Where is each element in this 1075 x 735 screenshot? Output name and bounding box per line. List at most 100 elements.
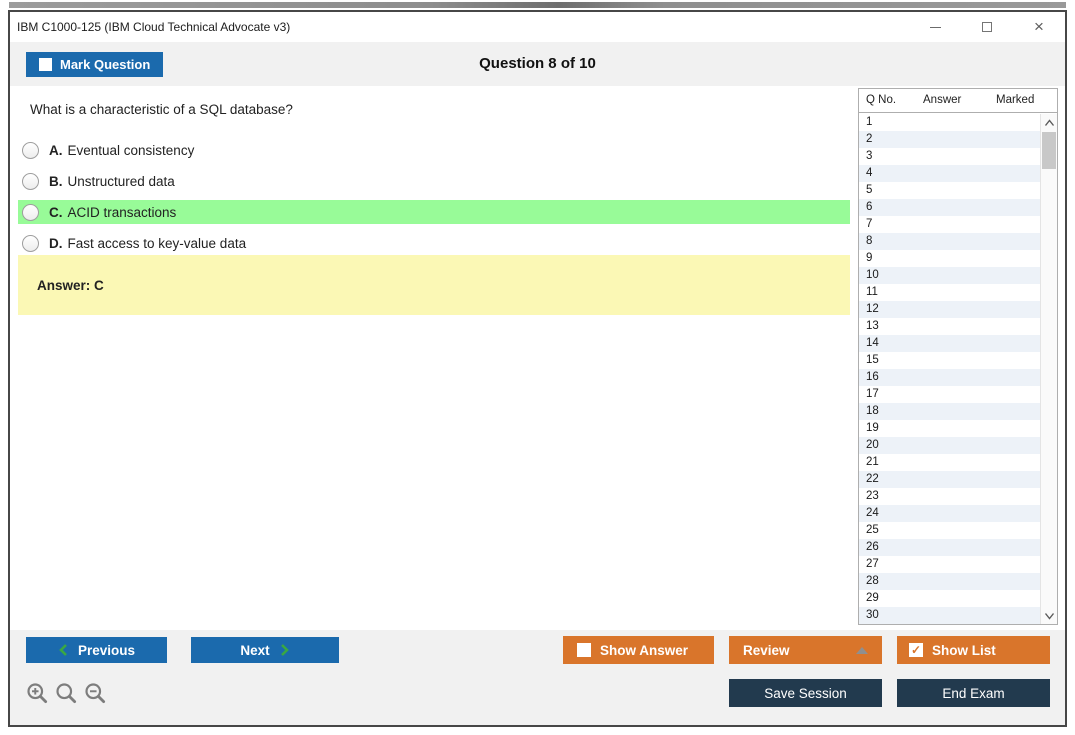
question-list-row-11[interactable]: 11 — [859, 284, 1040, 301]
close-button[interactable]: × — [1013, 12, 1065, 42]
question-list-row-19[interactable]: 19 — [859, 420, 1040, 437]
question-number: 20 — [866, 439, 879, 451]
checkmark-icon: ✓ — [910, 643, 922, 657]
question-list-row-27[interactable]: 27 — [859, 556, 1040, 573]
scroll-up-button[interactable] — [1041, 114, 1057, 131]
question-number: 18 — [866, 405, 879, 417]
show-list-checkbox[interactable]: ✓ — [909, 643, 923, 657]
option-d[interactable]: D. Fast access to key-value data — [18, 231, 850, 255]
question-number: 22 — [866, 473, 879, 485]
question-list-row-10[interactable]: 10 — [859, 267, 1040, 284]
radio-button[interactable] — [22, 203, 39, 221]
question-list-row-13[interactable]: 13 — [859, 318, 1040, 335]
mark-question-button[interactable]: Mark Question — [26, 52, 164, 77]
option-b[interactable]: B. Unstructured data — [18, 169, 850, 193]
question-number: 3 — [866, 150, 873, 162]
question-list-row-2[interactable]: 2 — [859, 131, 1040, 148]
question-list-header: Q No. Answer Marked — [859, 89, 1057, 113]
question-list-row-26[interactable]: 26 — [859, 539, 1040, 556]
scroll-down-button[interactable] — [1041, 607, 1057, 624]
zoom-reset-icon[interactable] — [55, 682, 79, 706]
option-letter: B. — [49, 173, 63, 189]
question-list-row-9[interactable]: 9 — [859, 250, 1040, 267]
zoom-toolbar — [26, 682, 108, 706]
show-list-button[interactable]: ✓ Show List — [897, 636, 1050, 664]
question-list-row-28[interactable]: 28 — [859, 573, 1040, 590]
minimize-button[interactable] — [909, 12, 961, 42]
question-list-row-14[interactable]: 14 — [859, 335, 1040, 352]
review-button[interactable]: Review — [729, 636, 882, 664]
question-list-row-30[interactable]: 30 — [859, 607, 1040, 624]
question-number: 26 — [866, 541, 879, 553]
chevron-up-icon — [1044, 118, 1054, 126]
window-controls: × — [909, 12, 1065, 42]
show-list-label: Show List — [932, 642, 996, 658]
title-bar: IBM C1000-125 (IBM Cloud Technical Advoc… — [10, 12, 1065, 42]
question-list-row-20[interactable]: 20 — [859, 437, 1040, 454]
question-number: 23 — [866, 490, 879, 502]
review-label: Review — [743, 642, 790, 658]
question-list-row-16[interactable]: 16 — [859, 369, 1040, 386]
radio-button[interactable] — [22, 234, 39, 252]
question-number: 13 — [866, 320, 879, 332]
show-answer-button[interactable]: ✓ Show Answer — [563, 636, 714, 664]
save-session-button[interactable]: Save Session — [729, 679, 882, 707]
question-list-scrollbar[interactable] — [1040, 114, 1057, 624]
zoom-in-icon[interactable] — [26, 682, 50, 706]
triangle-up-icon — [856, 647, 868, 654]
question-number: 17 — [866, 388, 879, 400]
question-text: What is a characteristic of a SQL databa… — [30, 102, 293, 117]
question-number: 24 — [866, 507, 879, 519]
question-number: 7 — [866, 218, 873, 230]
question-list-row-23[interactable]: 23 — [859, 488, 1040, 505]
options-list: A. Eventual consistency B. Unstructured dat… — [18, 138, 850, 262]
option-c[interactable]: C. ACID transactions — [18, 200, 850, 224]
save-session-label: Save Session — [764, 685, 847, 701]
question-number: 5 — [866, 184, 873, 196]
option-letter: A. — [49, 142, 63, 158]
question-number: 29 — [866, 592, 879, 604]
scrollbar-thumb[interactable] — [1042, 132, 1056, 169]
question-number: 12 — [866, 303, 879, 315]
question-list-row-24[interactable]: 24 — [859, 505, 1040, 522]
end-exam-button[interactable]: End Exam — [897, 679, 1050, 707]
question-list-row-22[interactable]: 22 — [859, 471, 1040, 488]
question-list-row-21[interactable]: 21 — [859, 454, 1040, 471]
maximize-icon — [982, 22, 992, 32]
mark-question-checkbox[interactable] — [39, 58, 52, 71]
next-button[interactable]: Next — [191, 637, 339, 663]
show-answer-checkbox[interactable]: ✓ — [577, 643, 591, 657]
maximize-button[interactable] — [961, 12, 1013, 42]
question-number: 16 — [866, 371, 879, 383]
question-list-row-12[interactable]: 12 — [859, 301, 1040, 318]
question-list-row-1[interactable]: 1 — [859, 114, 1040, 131]
question-number: 9 — [866, 252, 873, 264]
zoom-out-icon[interactable] — [84, 682, 108, 706]
question-list-row-6[interactable]: 6 — [859, 199, 1040, 216]
question-number: 25 — [866, 524, 879, 536]
show-answer-label: Show Answer — [600, 642, 689, 658]
question-list-row-25[interactable]: 25 — [859, 522, 1040, 539]
question-list-row-29[interactable]: 29 — [859, 590, 1040, 607]
close-icon: × — [1034, 16, 1044, 36]
next-label: Next — [240, 642, 270, 658]
radio-button[interactable] — [22, 172, 39, 190]
chevron-left-icon — [59, 644, 67, 656]
question-list-row-7[interactable]: 7 — [859, 216, 1040, 233]
question-list-row-15[interactable]: 15 — [859, 352, 1040, 369]
column-header-answer: Answer — [923, 94, 962, 106]
option-a[interactable]: A. Eventual consistency — [18, 138, 850, 162]
question-list-row-4[interactable]: 4 — [859, 165, 1040, 182]
answer-label: Answer: C — [37, 277, 104, 293]
question-number: 30 — [866, 609, 879, 621]
previous-label: Previous — [77, 642, 136, 658]
question-list-row-3[interactable]: 3 — [859, 148, 1040, 165]
question-list-row-17[interactable]: 17 — [859, 386, 1040, 403]
radio-button[interactable] — [22, 141, 39, 159]
question-list-row-8[interactable]: 8 — [859, 233, 1040, 250]
question-list-row-5[interactable]: 5 — [859, 182, 1040, 199]
chevron-down-icon — [1044, 612, 1054, 620]
previous-button[interactable]: Previous — [26, 637, 167, 663]
question-list-row-18[interactable]: 18 — [859, 403, 1040, 420]
chevron-right-icon — [280, 644, 289, 656]
